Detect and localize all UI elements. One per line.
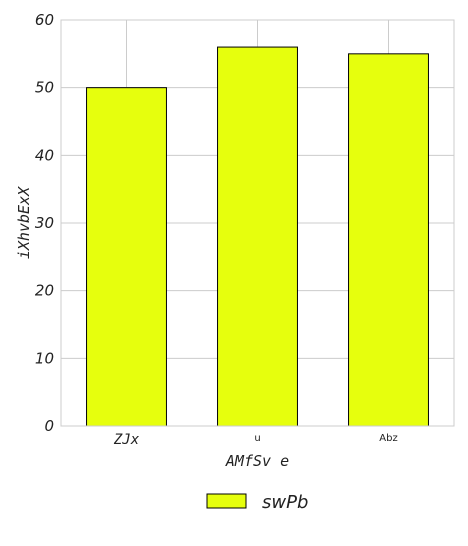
x-tick-labels: ZJx u Abz: [113, 432, 398, 448]
x-tick-label: Abz: [379, 433, 397, 444]
bar: [86, 87, 167, 427]
y-axis-label: iXhvbExX: [15, 186, 33, 259]
y-tick-label: 20: [35, 282, 54, 300]
bar: [348, 53, 429, 427]
legend-swatch: [206, 493, 247, 509]
x-tick-label: ZJx: [113, 432, 140, 448]
x-axis-label: AMfSv e: [225, 452, 289, 470]
y-tick-label: 10: [35, 349, 54, 367]
bar: [217, 46, 298, 427]
y-tick-label: 60: [35, 11, 54, 29]
plot-frame: [60, 19, 455, 427]
y-tick-label: 0: [44, 417, 54, 435]
y-tick-label: 50: [35, 79, 54, 97]
y-tick-label: 30: [35, 214, 54, 232]
y-tick-label: 40: [35, 146, 54, 164]
legend: swPb: [206, 492, 308, 513]
x-tick-label: u: [254, 433, 260, 444]
legend-label: swPb: [262, 492, 308, 513]
bars: [86, 46, 429, 427]
y-tick-labels: 0 10 20 30 40 50 60: [35, 11, 54, 435]
